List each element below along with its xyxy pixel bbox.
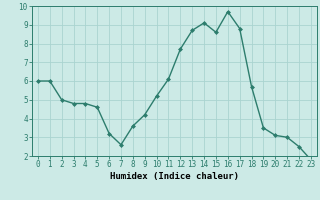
X-axis label: Humidex (Indice chaleur): Humidex (Indice chaleur) [110,172,239,181]
